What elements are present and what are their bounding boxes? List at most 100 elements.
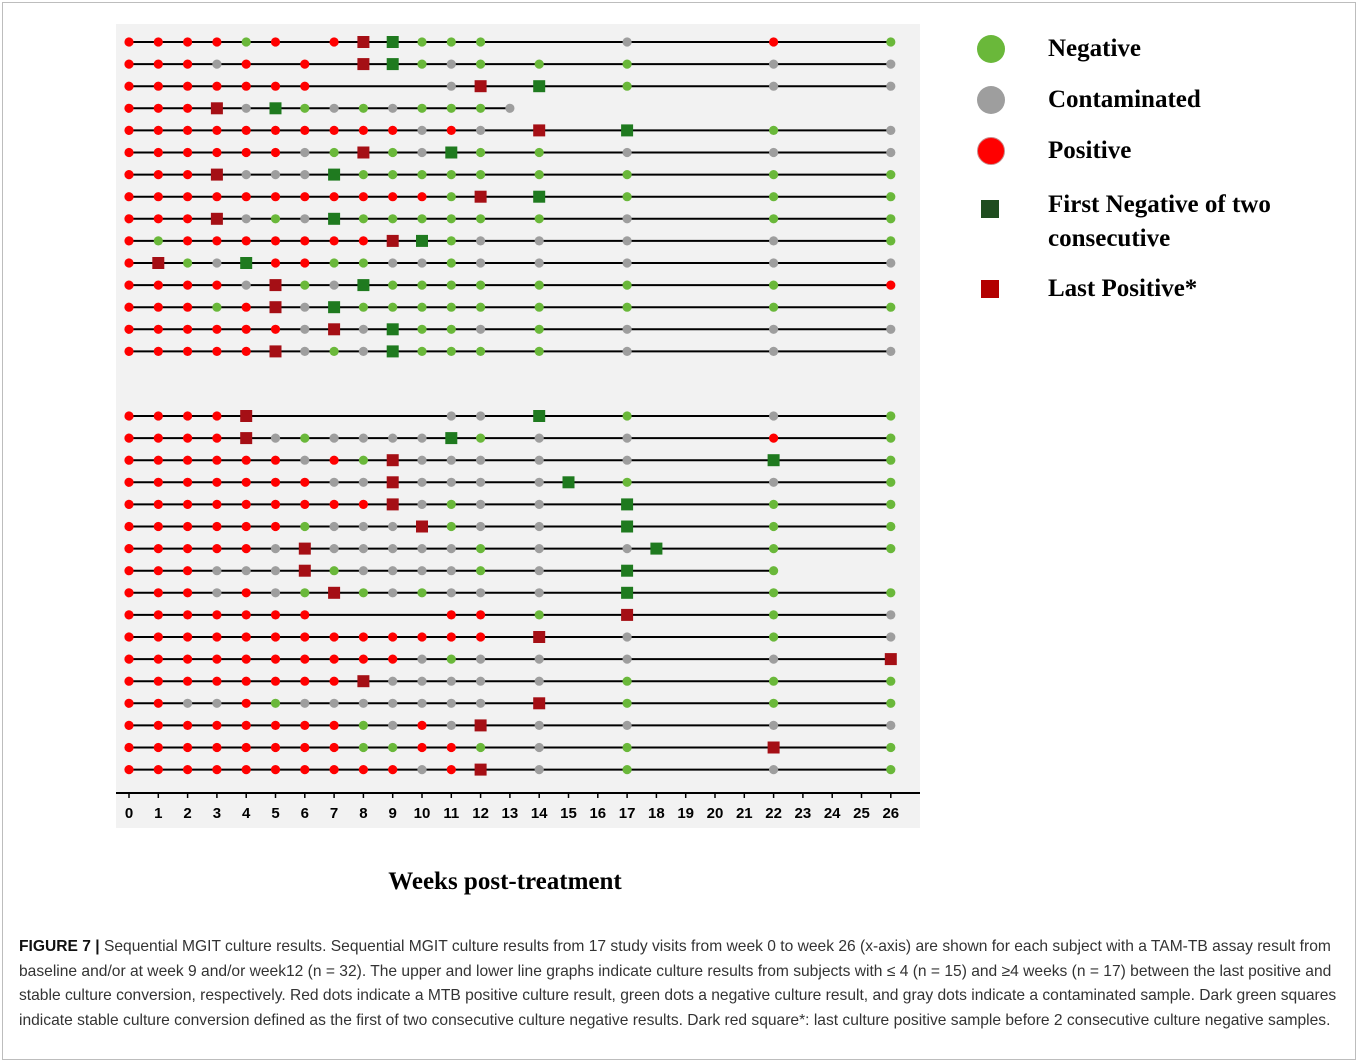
contaminated-dot — [417, 258, 427, 268]
positive-dot — [241, 346, 251, 356]
first-negative-marker — [357, 279, 370, 292]
legend-label-contaminated: Contaminated — [1048, 86, 1201, 113]
contaminated-dot — [300, 324, 310, 334]
positive-dot — [212, 411, 222, 421]
negative-dot — [358, 720, 368, 731]
contaminated-dot — [622, 37, 632, 47]
negative-dot — [622, 698, 632, 708]
last-positive-marker — [621, 608, 634, 621]
figure-caption: FIGURE 7 | Sequential MGIT culture resul… — [19, 935, 1345, 1033]
positive-dot — [769, 433, 779, 443]
positive-dot — [270, 455, 281, 465]
positive-dot — [300, 258, 310, 268]
positive-dot — [124, 610, 134, 620]
positive-dot — [241, 698, 251, 708]
negative-dot — [886, 521, 896, 532]
contaminated-dot — [329, 280, 339, 290]
contaminated-dot — [270, 566, 281, 576]
negative-dot — [417, 214, 427, 224]
x-tick-label: 13 — [502, 805, 519, 822]
negative-dot — [270, 698, 281, 708]
contaminated-dot — [329, 477, 339, 487]
positive-dot — [388, 765, 398, 775]
legend-label-last-positive: Last Positive* — [1048, 275, 1198, 302]
negative-dot — [534, 302, 544, 312]
positive-dot — [183, 411, 193, 421]
positive-dot — [153, 566, 163, 576]
positive-dot — [241, 302, 251, 312]
contaminated-dot — [534, 566, 544, 576]
contaminated-dot — [417, 765, 427, 775]
first-negative-marker — [445, 146, 458, 159]
contaminated-dot — [417, 654, 427, 664]
positive-dot — [300, 81, 310, 91]
last-positive-marker — [533, 697, 546, 710]
positive-dot — [270, 654, 281, 664]
contaminated-dot — [886, 258, 896, 268]
positive-dot — [212, 654, 222, 664]
negative-dot — [476, 346, 486, 356]
contaminated-dot — [886, 610, 896, 620]
contaminated-dot — [769, 720, 779, 731]
positive-dot — [241, 588, 251, 598]
negative-dot — [886, 455, 896, 465]
x-tick-label: 19 — [677, 805, 694, 822]
positive-dot — [241, 324, 251, 334]
first-negative-marker — [621, 564, 634, 577]
negative-dot — [886, 588, 896, 598]
positive-dot — [241, 742, 251, 753]
positive-dot — [183, 610, 193, 620]
positive-dot — [212, 192, 222, 202]
positive-dot — [270, 37, 281, 47]
positive-dot — [124, 433, 134, 443]
positive-dot — [124, 214, 134, 224]
negative-dot — [769, 544, 779, 554]
negative-dot — [153, 236, 163, 246]
contaminated-dot — [534, 765, 544, 775]
negative-dot — [769, 280, 779, 290]
contaminated-dot — [886, 346, 896, 356]
contaminated-dot — [534, 521, 544, 532]
positive-dot — [270, 676, 281, 686]
positive-dot — [183, 147, 193, 158]
contaminated-dot — [417, 499, 427, 509]
contaminated-dot — [476, 499, 486, 509]
contaminated-dot — [769, 477, 779, 487]
positive-dot — [183, 236, 193, 246]
positive-dot — [183, 654, 193, 664]
negative-dot — [622, 676, 632, 686]
last-positive-marker — [533, 124, 546, 137]
contaminated-dot — [534, 742, 544, 753]
contaminated-dot — [241, 103, 251, 113]
negative-dot — [446, 521, 456, 532]
positive-dot — [124, 566, 134, 576]
contaminated-dot — [769, 236, 779, 246]
contaminated-dot — [769, 59, 779, 69]
positive-dot — [153, 346, 163, 356]
positive-dot — [358, 236, 368, 246]
x-tick-label: 5 — [271, 805, 279, 822]
negative-dot — [476, 544, 486, 554]
positive-dot — [270, 192, 281, 202]
last-positive-marker — [474, 719, 487, 732]
positive-dot — [270, 720, 281, 731]
positive-dot — [212, 499, 222, 509]
positive-dot — [212, 676, 222, 686]
positive-dot — [241, 676, 251, 686]
negative-dot — [476, 280, 486, 290]
first-negative-marker — [767, 454, 780, 467]
positive-dot — [270, 632, 281, 642]
positive-dot — [388, 632, 398, 642]
first-negative-marker — [621, 520, 634, 533]
positive-dot — [329, 742, 339, 753]
positive-dot — [153, 37, 163, 47]
contaminated-dot — [417, 544, 427, 554]
positive-dot — [241, 544, 251, 554]
contaminated-dot — [769, 765, 779, 775]
negative-dot — [476, 59, 486, 69]
contaminated-dot — [417, 698, 427, 708]
contaminated-dot — [476, 258, 486, 268]
negative-dot — [886, 544, 896, 554]
positive-dot — [446, 125, 456, 135]
positive-dot — [124, 103, 134, 113]
